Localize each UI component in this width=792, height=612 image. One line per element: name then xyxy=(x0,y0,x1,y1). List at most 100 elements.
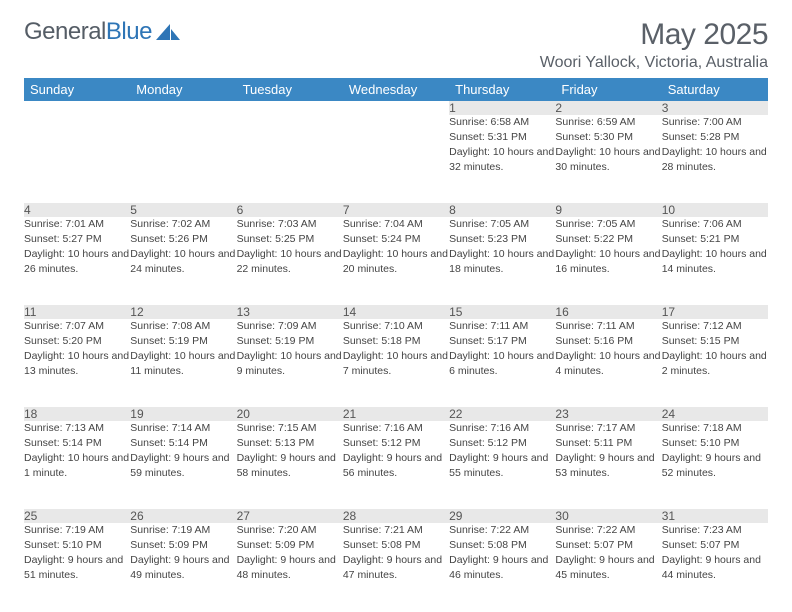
weekday-header: Sunday xyxy=(24,78,130,101)
day-number: 4 xyxy=(24,203,31,217)
day-detail-cell: Sunrise: 7:11 AMSunset: 5:17 PMDaylight:… xyxy=(449,319,555,407)
daylight-text: Daylight: 9 hours and 53 minutes. xyxy=(555,451,661,479)
day-detail-cell: Sunrise: 7:13 AMSunset: 5:14 PMDaylight:… xyxy=(24,421,130,509)
sail-icon xyxy=(156,24,182,42)
daylight-text: Daylight: 10 hours and 4 minutes. xyxy=(555,349,661,377)
day-detail-cell: Sunrise: 7:16 AMSunset: 5:12 PMDaylight:… xyxy=(343,421,449,509)
day-number: 21 xyxy=(343,407,356,421)
day-number-cell: 23 xyxy=(555,407,661,421)
day-number-cell: 21 xyxy=(343,407,449,421)
daylight-text: Daylight: 9 hours and 49 minutes. xyxy=(130,553,236,581)
day-number-cell: 19 xyxy=(130,407,236,421)
day-detail-cell: Sunrise: 7:14 AMSunset: 5:14 PMDaylight:… xyxy=(130,421,236,509)
sunset-text: Sunset: 5:12 PM xyxy=(343,436,449,450)
day-number-cell: 15 xyxy=(449,305,555,319)
day-detail-cell: Sunrise: 7:06 AMSunset: 5:21 PMDaylight:… xyxy=(662,217,768,305)
day-number-cell: 4 xyxy=(24,203,130,217)
sunrise-text: Sunrise: 7:01 AM xyxy=(24,217,130,231)
sunset-text: Sunset: 5:13 PM xyxy=(237,436,343,450)
day-number: 17 xyxy=(662,305,675,319)
location-subtitle: Woori Yallock, Victoria, Australia xyxy=(540,54,768,72)
sunrise-text: Sunrise: 7:21 AM xyxy=(343,523,449,537)
day-detail-cell: Sunrise: 7:11 AMSunset: 5:16 PMDaylight:… xyxy=(555,319,661,407)
day-number: 26 xyxy=(130,509,143,523)
day-number-cell: 3 xyxy=(662,101,768,115)
sunrise-text: Sunrise: 7:22 AM xyxy=(555,523,661,537)
day-number-row: 11121314151617 xyxy=(24,305,768,319)
day-detail-cell: Sunrise: 7:15 AMSunset: 5:13 PMDaylight:… xyxy=(237,421,343,509)
sunset-text: Sunset: 5:24 PM xyxy=(343,232,449,246)
day-number-row: 1 2 3 xyxy=(24,101,768,115)
sunset-text: Sunset: 5:18 PM xyxy=(343,334,449,348)
day-number: 9 xyxy=(555,203,562,217)
daylight-text: Daylight: 9 hours and 44 minutes. xyxy=(662,553,768,581)
day-number: 30 xyxy=(555,509,568,523)
daylight-text: Daylight: 9 hours and 47 minutes. xyxy=(343,553,449,581)
day-number-cell: 11 xyxy=(24,305,130,319)
sunset-text: Sunset: 5:07 PM xyxy=(555,538,661,552)
day-number-cell: 31 xyxy=(662,509,768,523)
header-bar: GeneralBlue May 2025 Woori Yallock, Vict… xyxy=(24,18,768,72)
day-number: 22 xyxy=(449,407,462,421)
day-number-cell: 29 xyxy=(449,509,555,523)
sunrise-text: Sunrise: 6:59 AM xyxy=(555,115,661,129)
day-number: 10 xyxy=(662,203,675,217)
day-number: 1 xyxy=(449,101,456,115)
sunset-text: Sunset: 5:20 PM xyxy=(24,334,130,348)
weekday-header: Monday xyxy=(130,78,236,101)
day-number: 7 xyxy=(343,203,350,217)
day-number-cell xyxy=(24,101,130,115)
day-number-cell: 7 xyxy=(343,203,449,217)
day-detail-cell: Sunrise: 6:59 AMSunset: 5:30 PMDaylight:… xyxy=(555,115,661,203)
day-detail-cell: Sunrise: 7:07 AMSunset: 5:20 PMDaylight:… xyxy=(24,319,130,407)
day-number: 20 xyxy=(237,407,250,421)
sunrise-text: Sunrise: 7:15 AM xyxy=(237,421,343,435)
sunrise-text: Sunrise: 7:10 AM xyxy=(343,319,449,333)
sunrise-text: Sunrise: 7:11 AM xyxy=(555,319,661,333)
weekday-header: Thursday xyxy=(449,78,555,101)
day-detail-cell: Sunrise: 7:09 AMSunset: 5:19 PMDaylight:… xyxy=(237,319,343,407)
sunset-text: Sunset: 5:10 PM xyxy=(24,538,130,552)
sunrise-text: Sunrise: 7:18 AM xyxy=(662,421,768,435)
daylight-text: Daylight: 10 hours and 1 minute. xyxy=(24,451,130,479)
day-number-cell: 20 xyxy=(237,407,343,421)
daylight-text: Daylight: 9 hours and 51 minutes. xyxy=(24,553,130,581)
day-detail-cell xyxy=(24,115,130,203)
sunrise-text: Sunrise: 7:07 AM xyxy=(24,319,130,333)
sunset-text: Sunset: 5:23 PM xyxy=(449,232,555,246)
day-number-cell: 28 xyxy=(343,509,449,523)
day-detail-cell: Sunrise: 7:21 AMSunset: 5:08 PMDaylight:… xyxy=(343,523,449,611)
daylight-text: Daylight: 10 hours and 24 minutes. xyxy=(130,247,236,275)
day-number: 23 xyxy=(555,407,568,421)
day-number-cell: 25 xyxy=(24,509,130,523)
daylight-text: Daylight: 10 hours and 7 minutes. xyxy=(343,349,449,377)
day-detail-row: Sunrise: 7:19 AMSunset: 5:10 PMDaylight:… xyxy=(24,523,768,611)
day-number-cell: 8 xyxy=(449,203,555,217)
weekday-header: Tuesday xyxy=(237,78,343,101)
daylight-text: Daylight: 9 hours and 48 minutes. xyxy=(237,553,343,581)
day-detail-row: Sunrise: 7:07 AMSunset: 5:20 PMDaylight:… xyxy=(24,319,768,407)
day-detail-cell xyxy=(237,115,343,203)
day-detail-cell xyxy=(130,115,236,203)
sunrise-text: Sunrise: 7:02 AM xyxy=(130,217,236,231)
day-number-cell: 26 xyxy=(130,509,236,523)
month-year-title: May 2025 xyxy=(540,18,768,52)
day-number-cell xyxy=(343,101,449,115)
daylight-text: Daylight: 9 hours and 52 minutes. xyxy=(662,451,768,479)
day-number-cell: 5 xyxy=(130,203,236,217)
day-number: 2 xyxy=(555,101,562,115)
sunset-text: Sunset: 5:16 PM xyxy=(555,334,661,348)
sunrise-text: Sunrise: 7:04 AM xyxy=(343,217,449,231)
sunrise-text: Sunrise: 7:14 AM xyxy=(130,421,236,435)
brand-logo: GeneralBlue xyxy=(24,18,182,46)
day-number: 8 xyxy=(449,203,456,217)
sunset-text: Sunset: 5:10 PM xyxy=(662,436,768,450)
day-detail-cell: Sunrise: 7:23 AMSunset: 5:07 PMDaylight:… xyxy=(662,523,768,611)
day-number-cell: 16 xyxy=(555,305,661,319)
day-number: 28 xyxy=(343,509,356,523)
sunset-text: Sunset: 5:12 PM xyxy=(449,436,555,450)
day-number: 11 xyxy=(24,305,36,319)
day-detail-cell: Sunrise: 7:17 AMSunset: 5:11 PMDaylight:… xyxy=(555,421,661,509)
daylight-text: Daylight: 10 hours and 13 minutes. xyxy=(24,349,130,377)
day-number-cell: 14 xyxy=(343,305,449,319)
